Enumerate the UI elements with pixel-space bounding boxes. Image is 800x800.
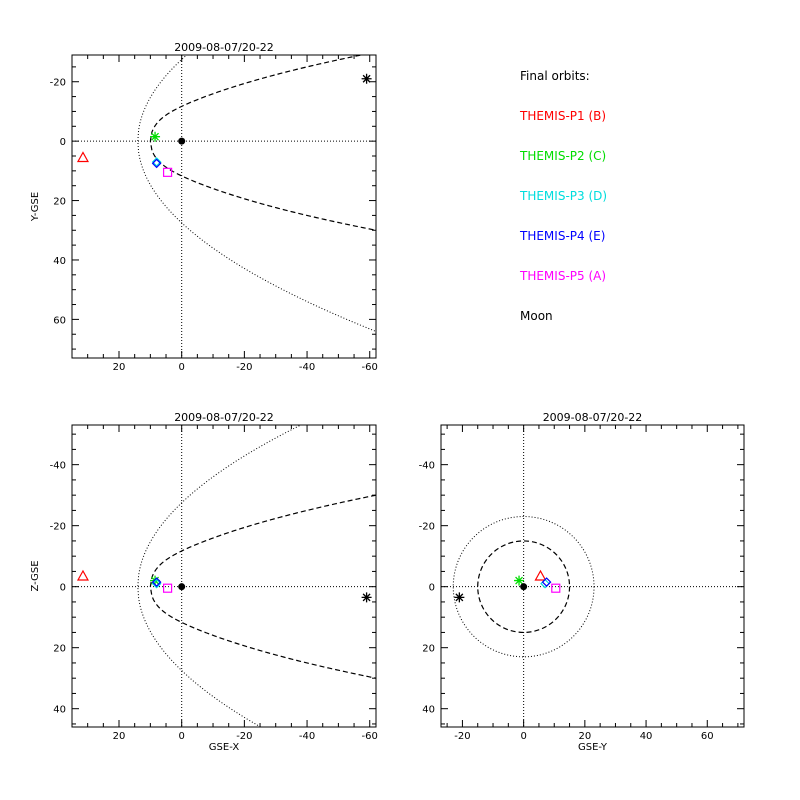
legend-item-themis-p1-b: THEMIS-P1 (B) [519, 109, 606, 123]
plot-title: 2009-08-07/20-22 [174, 41, 274, 54]
marker-themis-p1-b [534, 569, 547, 581]
y-tick-label: 0 [60, 137, 66, 148]
plot-frame [440, 424, 745, 728]
y-axis-label: Y-GSE [30, 192, 41, 222]
marker-themis-p3-d [151, 157, 162, 167]
x-tick-label: -20 [236, 731, 252, 742]
y-tick-label: 40 [422, 705, 435, 716]
y-tick-label: -40 [419, 461, 435, 472]
y-tick-label: 40 [53, 705, 66, 716]
marker-moon [361, 73, 372, 84]
x-tick-label: 0 [179, 731, 185, 742]
plot-frame [71, 424, 377, 728]
legend-header: Final orbits: [520, 69, 590, 83]
y-tick-label: -20 [50, 78, 66, 89]
x-tick-label: 40 [640, 731, 653, 742]
marker-themis-p2-c [150, 131, 161, 142]
legend-item-themis-p5-a: THEMIS-P5 (A) [519, 269, 606, 283]
y-tick-label: 0 [429, 583, 435, 594]
legend-item-moon: Moon [520, 309, 553, 323]
marker-themis-p4-e [151, 158, 162, 169]
x-tick-label: 20 [578, 731, 591, 742]
marker-moon [454, 592, 465, 603]
boundaries [452, 516, 595, 658]
y-tick-label: 40 [53, 256, 66, 267]
y-tick-label: 20 [53, 197, 66, 208]
panel-yz: 2009-08-07/20-22 -20 0 20 40 60 -40 -20 0 20 40 GSE… [419, 411, 745, 753]
boundaries [137, 425, 376, 727]
x-tick-label: -60 [362, 362, 378, 373]
boundaries [137, 55, 376, 332]
marker-themis-p3-d [540, 578, 550, 589]
marker-themis-p5-a [162, 167, 173, 177]
x-axis-label: GSE-Y [578, 742, 608, 753]
legend: Final orbits: THEMIS-P1 (B) THEMIS-P2 (C) T… [519, 69, 607, 323]
y-tick-label: 60 [53, 315, 66, 326]
x-tick-label: -60 [362, 731, 378, 742]
magnetopause-circle [477, 540, 571, 634]
marker-themis-p2-c [514, 575, 525, 586]
earth-marker [520, 583, 528, 591]
earth-marker [178, 583, 186, 591]
panel-xy: 2009-08-07/20-22 20 0 -20 -40 -60 -20 0 20 40 60 Y-… [30, 41, 378, 373]
x-tick-label: 20 [113, 731, 126, 742]
marker-themis-p5-a [162, 583, 173, 593]
marker-themis-p4-e [151, 577, 162, 587]
marker-themis-p5-a [551, 583, 561, 593]
x-tick-label: -20 [454, 731, 470, 742]
y-tick-label: 20 [422, 644, 435, 655]
magnetopause-curve [149, 494, 376, 679]
y-tick-label: 0 [60, 583, 66, 594]
plot-title: 2009-08-07/20-22 [543, 411, 643, 424]
bow-shock-circle [452, 516, 595, 658]
legend-item-themis-p2-c: THEMIS-P2 (C) [519, 149, 606, 163]
marker-themis-p1-b [76, 151, 89, 163]
x-axis-label: GSE-X [209, 742, 240, 753]
marker-themis-p3-d [151, 578, 162, 589]
x-tick-label: 0 [179, 362, 185, 373]
x-tick-label: 0 [520, 731, 526, 742]
y-axis-label: Z-GSE [30, 560, 41, 591]
legend-item-themis-p3-d: THEMIS-P3 (D) [519, 189, 607, 203]
y-tick-label: -40 [50, 461, 66, 472]
x-tick-label: 60 [701, 731, 714, 742]
y-tick-label: 20 [53, 644, 66, 655]
x-tick-label: -20 [236, 362, 252, 373]
magnetopause-curve [149, 55, 376, 231]
x-tick-label: -40 [299, 362, 315, 373]
marker-moon [361, 592, 372, 603]
marker-themis-p4-e [541, 577, 552, 587]
bow-shock-curve [137, 425, 302, 727]
plot-frame [71, 54, 377, 359]
y-tick-label: -20 [50, 522, 66, 533]
x-tick-label: 20 [113, 362, 126, 373]
earth-marker [178, 137, 186, 145]
plot-title: 2009-08-07/20-22 [174, 411, 274, 424]
legend-item-themis-p4-e: THEMIS-P4 (E) [519, 229, 605, 243]
panel-xz: 2009-08-07/20-22 20 0 -20 -40 -60 -40 -20 0 20 40 G… [30, 411, 378, 753]
x-tick-label: -40 [299, 731, 315, 742]
marker-themis-p1-b [76, 569, 89, 581]
y-tick-label: -20 [419, 522, 435, 533]
